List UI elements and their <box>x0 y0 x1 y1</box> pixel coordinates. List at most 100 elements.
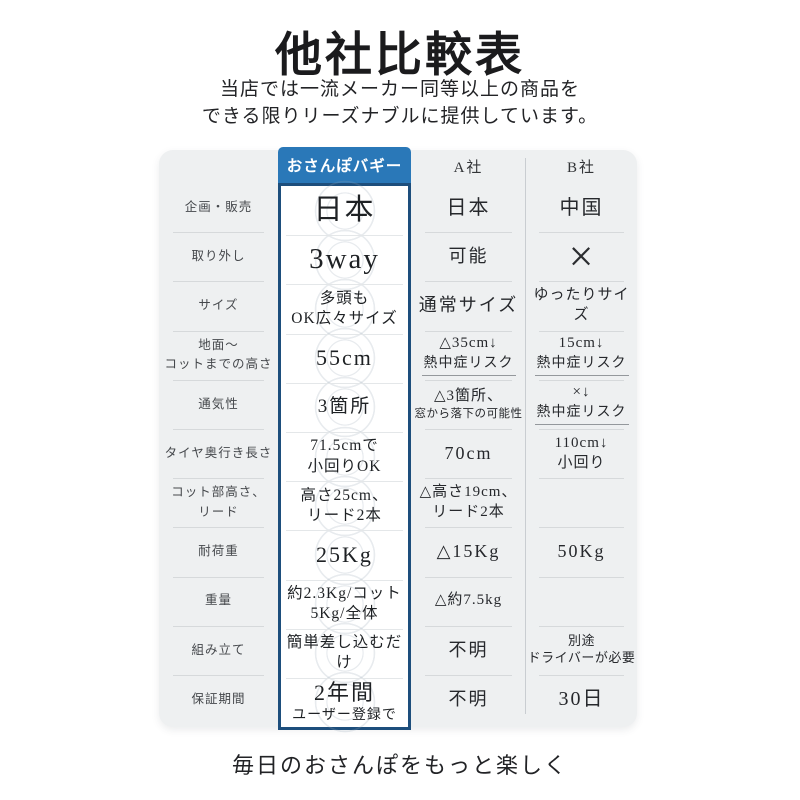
product-cell-text: 2年間 <box>313 680 375 706</box>
row-label-text: サイズ <box>198 298 239 313</box>
competitor-a-cell: △3箇所、 窓から落下の可能性 <box>411 379 526 429</box>
table-header-competitor-b: B社 <box>566 160 596 176</box>
competitor-a-rows: 日本可能通常サイズ △35cm↓ 熱中症リスク △3箇所、 窓から落下の可能性 70cm △… <box>411 183 526 724</box>
row-label: 耐荷重 <box>159 527 278 576</box>
competitor-a-cell: 可能 <box>411 232 526 281</box>
product-cell-text: 71.5cmで <box>310 437 379 455</box>
page-subtitle: 当店では一流メーカー同等以上の商品を できる限りリーズナブルに提供しています。 <box>0 76 800 130</box>
column-divider <box>525 158 526 714</box>
competitor-b-cell-text: 中国 <box>559 196 604 219</box>
product-cell: 多頭も OK広々サイズ <box>281 284 408 333</box>
competitor-b-rows: 中国 × ゆったりサイズ 15cm↓ 熱中症リスク ×↓ 熱中症リスク 110cm↓ 小回り 50… <box>526 183 637 724</box>
row-label: 取り外し <box>159 232 278 281</box>
row-label-text: 地面〜 <box>198 337 239 352</box>
row-label: 地面〜コットまでの高さ <box>159 330 278 380</box>
product-cell: 簡単差し込むだけ <box>281 628 408 678</box>
product-cell-text: 多頭も <box>319 289 370 307</box>
row-label-text: 企画・販売 <box>184 199 253 214</box>
page-footer: 毎日のおさんぽをもっと楽しく <box>231 753 568 778</box>
competitor-a-cell-text: 熱中症リスク <box>421 354 516 377</box>
competitor-b-cell-text: 熱中症リスク <box>534 354 629 377</box>
row-label-text: 耐荷重 <box>198 544 239 559</box>
competitor-b-cell <box>526 478 637 527</box>
product-cell: 25Kg <box>281 530 408 579</box>
product-cell-text: 55cm <box>316 344 373 370</box>
row-label-text: コットまでの高さ <box>164 357 273 372</box>
product-cell-text: 25Kg <box>316 541 373 567</box>
competitor-a-cell: 通常サイズ <box>411 281 526 330</box>
competitor-a-cell-text: リード2本 <box>432 503 505 520</box>
row-label: タイヤ奥行き長さ <box>159 428 278 478</box>
table-header-competitor-a: A社 <box>453 160 484 176</box>
competitor-a-cell: 不明 <box>411 625 526 675</box>
competitor-a-cell-text: △高さ19cm、 <box>419 484 518 501</box>
product-cell: 約2.3Kg/コット 5Kg/全体 <box>281 579 408 629</box>
competitor-a-cell-text: 70cm <box>444 442 493 463</box>
product-cell: 3way <box>281 235 408 284</box>
product-cell-text: リード2本 <box>307 506 382 524</box>
competitor-b-cell: 30日 <box>526 674 637 724</box>
competitor-b-cell: 50Kg <box>526 527 637 576</box>
product-cell: 55cm <box>281 333 408 383</box>
row-label-text: リード <box>198 504 239 519</box>
product-cell-text: 約2.3Kg/コット <box>287 584 402 602</box>
page-title: 他社比較表 <box>275 30 525 82</box>
competitor-a-cell-text: △約7.5kg <box>434 592 503 609</box>
subtitle-line-2: できる限りリーズナブルに提供しています。 <box>201 106 599 127</box>
competitor-b-cell: 中国 <box>526 183 637 232</box>
competitor-a-cell: 日本 <box>411 183 526 232</box>
competitor-b-cell: ゆったりサイズ <box>526 281 637 330</box>
competitor-a-cell-text: △15Kg <box>436 541 501 562</box>
competitor-b-cell-text: 小回り <box>557 454 606 471</box>
row-label: 重量 <box>159 576 278 626</box>
competitor-b-cell: 別途 ドライバーが必要 <box>526 625 637 675</box>
product-cell: 71.5cmで 小回りOK <box>281 431 408 481</box>
subtitle-line-1: 当店では一流メーカー同等以上の商品を <box>219 79 580 100</box>
row-label-text: 取り外し <box>191 249 246 264</box>
product-cell: 高さ25cm、 リード2本 <box>281 481 408 530</box>
competitor-a-cell-text: 不明 <box>448 639 489 660</box>
row-label-text: 組み立て <box>191 642 246 657</box>
competitor-a-cell: △約7.5kg <box>411 576 526 626</box>
competitor-b-cell: 15cm↓ 熱中症リスク <box>526 330 637 380</box>
competitor-b-cell-text: 50Kg <box>557 541 606 562</box>
competitor-a-cell: 70cm <box>411 428 526 478</box>
product-cell-text: OK広々サイズ <box>291 309 398 327</box>
competitor-a-cell-text: 不明 <box>448 688 489 709</box>
competitor-b-cell-text: 別途 <box>567 633 595 649</box>
row-label: 企画・販売 <box>159 183 278 232</box>
competitor-b-cell-text: 110cm↓ <box>554 435 609 452</box>
competitor-a-cell-text: △35cm↓ <box>439 335 498 352</box>
competitor-a-cell-text: 通常サイズ <box>418 295 519 316</box>
competitor-b-cell: ×↓ 熱中症リスク <box>526 379 637 429</box>
product-cell-text: ユーザー登録で <box>292 707 397 723</box>
product-cell-text: 小回りOK <box>307 457 382 475</box>
competitor-b-cell-text: × <box>568 232 595 282</box>
product-cell-text: 日本 <box>313 193 376 226</box>
competitor-b-cell <box>526 576 637 626</box>
product-cell-text: 5Kg/全体 <box>310 605 379 623</box>
label-column-rows: 企画・販売 取り外し サイズ 地面〜 コットまでの高さ 通気性 タイヤ奥行き長さ コット部高さ… <box>159 183 278 724</box>
row-label-text: 通気性 <box>198 396 239 411</box>
row-label-text: コット部高さ、 <box>171 485 266 500</box>
product-cell-text: 3箇所 <box>317 396 372 417</box>
competitor-a-cell: △高さ19cm、 リード2本 <box>411 478 526 527</box>
row-label: コット部高さ、 リード <box>159 478 278 527</box>
competitor-b-cell-text: 30日 <box>558 688 605 711</box>
competitor-a-cell: △15Kg <box>411 527 526 576</box>
row-label-text: 重量 <box>204 593 232 608</box>
competitor-a-cell: 不明 <box>411 674 526 724</box>
competitor-b-cell-text: ゆったりサイズ <box>533 287 630 323</box>
row-label-text: タイヤ奥行き長さ <box>164 445 273 460</box>
table-header-product: おさんぽバギー <box>278 147 411 183</box>
row-label: 保証期間 <box>159 674 278 724</box>
product-column-rows: 日本 3way 多頭も OK広々サイズ 55cm 3箇所 71.5cmで 小回りOK 高さ25c… <box>278 183 411 730</box>
competitor-a-cell-text: 窓から落下の可能性 <box>414 407 523 420</box>
competitor-b-cell: × <box>526 232 637 281</box>
competitor-b-cell-text: ×↓ <box>572 384 591 401</box>
product-cell: 2年間 ユーザー登録で <box>281 677 408 727</box>
comparison-table: A社 B社 企画・販売取り外しサイズ地面〜コットまでの高さ 通気性タイヤ奥行き長さ… <box>159 147 637 730</box>
competitor-a-cell-text: 可能 <box>448 246 489 267</box>
competitor-b-cell-text: ドライバーが必要 <box>527 650 636 666</box>
competitor-a-cell-text: 日本 <box>446 196 491 219</box>
